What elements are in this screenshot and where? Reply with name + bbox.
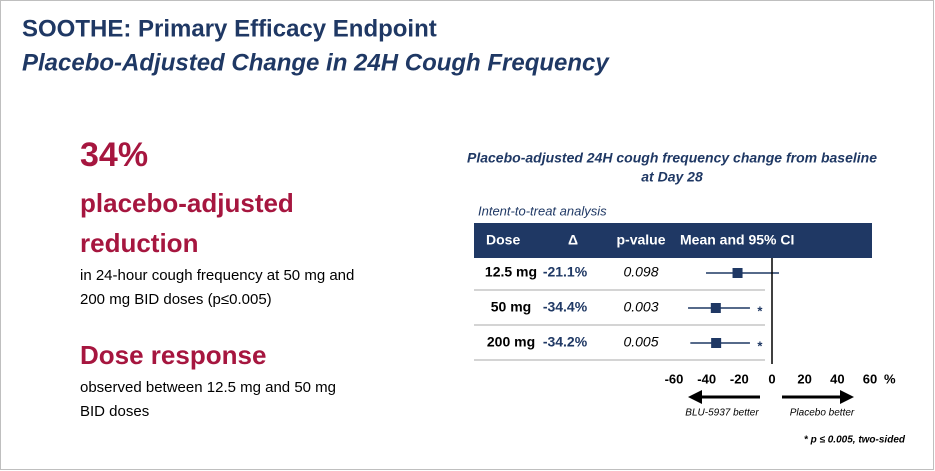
delta-label: -34.4% xyxy=(543,299,588,315)
headline: 34% xyxy=(80,136,148,174)
mean-marker xyxy=(710,303,721,313)
dose-heading: Dose response xyxy=(80,340,266,370)
arrow-head xyxy=(840,390,854,404)
header-bar xyxy=(474,223,872,258)
slide-title: SOOTHE: Primary Efficacy Endpoint xyxy=(22,15,437,42)
detail-line: in 24-hour cough frequency at 50 mg and xyxy=(80,267,354,284)
p-value: 0.005 xyxy=(623,334,658,350)
slide-subtitle: Placebo-Adjusted Change in 24H Cough Fre… xyxy=(22,49,610,76)
x-unit: % xyxy=(884,371,896,386)
x-tick-label: 60 xyxy=(863,371,877,386)
delta-label: -34.2% xyxy=(543,334,588,350)
mean-marker xyxy=(732,268,743,278)
dose-label: 12.5 mg xyxy=(485,264,537,280)
chart-subtitle: Intent-to-treat analysis xyxy=(478,203,607,218)
dose-label: 50 mg xyxy=(491,299,531,315)
chart-title: Placebo-adjusted 24H cough frequency cha… xyxy=(467,150,877,166)
column-header: Dose xyxy=(486,232,520,248)
x-tick-label: -60 xyxy=(665,371,684,386)
x-tick-label: -20 xyxy=(730,371,749,386)
chart-title: at Day 28 xyxy=(641,169,703,185)
arrow-head xyxy=(688,390,702,404)
x-tick-label: 20 xyxy=(797,371,811,386)
column-header: Δ xyxy=(568,232,578,248)
significance: * xyxy=(757,338,763,353)
headline-line: reduction xyxy=(80,228,198,258)
p-value: 0.003 xyxy=(623,299,658,315)
x-tick-label: -40 xyxy=(697,371,716,386)
x-tick-label: 40 xyxy=(830,371,844,386)
x-tick-label: 0 xyxy=(768,371,775,386)
detail-line: 200 mg BID doses (p≤0.005) xyxy=(80,291,272,308)
significance: * xyxy=(757,303,763,318)
headline-line: placebo-adjusted xyxy=(80,188,294,218)
p-value: 0.098 xyxy=(623,264,658,280)
footnote: * p ≤ 0.005, two-sided xyxy=(804,435,906,446)
annotation: Placebo better xyxy=(790,408,855,419)
delta-label: -21.1% xyxy=(543,264,588,280)
dose-line: BID doses xyxy=(80,403,149,420)
mean-marker xyxy=(711,338,722,348)
dose-label: 200 mg xyxy=(487,334,535,350)
annotation: BLU-5937 better xyxy=(685,408,759,419)
column-header: Mean and 95% CI xyxy=(680,232,794,248)
dose-line: observed between 12.5 mg and 50 mg xyxy=(80,379,336,396)
column-header: p-value xyxy=(616,232,665,248)
